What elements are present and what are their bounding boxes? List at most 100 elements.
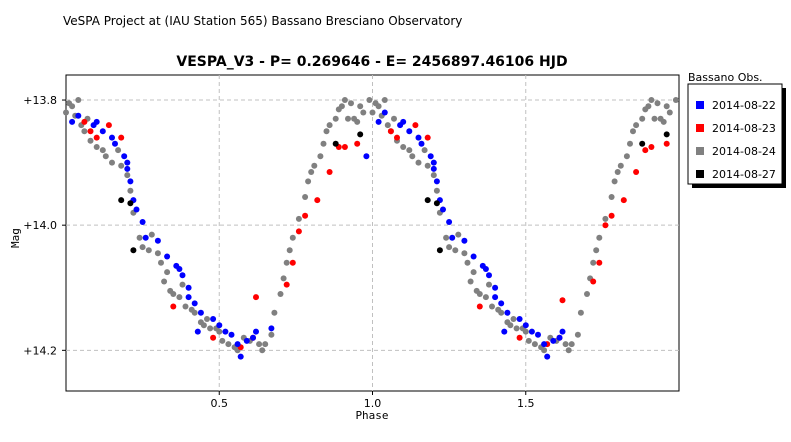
data-point	[608, 212, 615, 219]
data-point	[176, 266, 183, 272]
data-point	[115, 147, 122, 154]
data-point	[430, 159, 437, 166]
data-point	[354, 140, 361, 147]
data-point	[200, 322, 207, 329]
legend-label-2014-08-24: 2014-08-24	[712, 145, 776, 158]
data-point	[412, 122, 419, 129]
data-point	[305, 178, 312, 185]
data-point	[642, 147, 649, 154]
data-point	[295, 215, 302, 222]
data-point	[69, 118, 76, 125]
data-point	[302, 194, 309, 200]
data-point	[170, 291, 177, 297]
data-point	[504, 309, 511, 316]
data-point	[354, 118, 361, 125]
data-point	[348, 100, 354, 107]
data-point	[109, 159, 115, 166]
data-point	[574, 331, 581, 338]
data-point	[430, 172, 437, 179]
data-point	[75, 97, 82, 103]
data-point	[99, 147, 106, 154]
data-point	[596, 259, 603, 266]
data-point	[427, 153, 434, 160]
data-point	[234, 341, 241, 348]
data-point	[433, 187, 440, 194]
data-point	[81, 128, 88, 135]
data-point	[87, 128, 94, 135]
data-point	[93, 118, 100, 125]
data-point	[550, 337, 557, 344]
x-tick-label: 1.0	[364, 397, 382, 410]
data-point	[492, 284, 499, 291]
data-point	[522, 322, 529, 329]
data-point	[430, 165, 437, 172]
data-point	[648, 97, 655, 103]
data-point	[142, 234, 149, 241]
data-point	[127, 200, 134, 207]
legend: 2014-08-22 2014-08-23 2014-08-24 2014-08…	[687, 83, 786, 188]
data-point	[253, 328, 259, 335]
data-point	[663, 131, 670, 138]
data-point	[185, 284, 192, 291]
data-point	[424, 197, 431, 204]
data-point	[289, 259, 296, 266]
data-point	[387, 128, 394, 135]
data-point	[124, 159, 131, 166]
data-point	[602, 222, 609, 229]
data-point	[366, 97, 373, 103]
y-axis-label: Mag	[9, 228, 22, 248]
data-point	[663, 103, 670, 110]
data-point	[210, 316, 217, 322]
legend-swatch-2014-08-24	[696, 147, 704, 155]
legend-title: Bassano Obs.	[688, 71, 763, 84]
data-point	[436, 247, 443, 254]
data-point	[99, 128, 106, 135]
data-point	[124, 165, 131, 172]
data-point	[176, 294, 183, 301]
legend-swatch-2014-08-22	[696, 101, 704, 109]
data-point	[311, 162, 318, 169]
data-point	[672, 97, 679, 103]
data-point	[577, 309, 584, 316]
data-point	[630, 128, 636, 135]
data-point	[440, 206, 446, 213]
data-point	[633, 122, 640, 129]
data-point	[179, 272, 186, 279]
data-point	[498, 309, 505, 316]
data-point	[482, 266, 489, 272]
data-point	[492, 294, 499, 301]
data-point	[158, 259, 164, 266]
data-point	[424, 134, 431, 141]
data-point	[326, 122, 333, 129]
data-point	[406, 147, 413, 154]
y-tick-label: +14.2	[23, 344, 57, 357]
data-point	[455, 231, 462, 238]
data-point	[127, 178, 134, 185]
data-point	[660, 118, 667, 125]
data-point	[295, 228, 302, 235]
data-point	[611, 178, 618, 185]
data-point	[118, 197, 125, 204]
data-point	[593, 247, 600, 254]
data-point	[191, 300, 198, 307]
legend-box	[687, 83, 783, 185]
data-point	[384, 122, 391, 129]
data-point	[476, 303, 483, 310]
data-point	[210, 334, 217, 341]
data-point	[525, 337, 532, 344]
data-point	[476, 291, 483, 297]
data-point	[381, 97, 388, 103]
data-point	[620, 197, 627, 204]
data-point	[467, 278, 474, 285]
data-point	[381, 109, 388, 116]
data-point	[332, 115, 339, 122]
data-point	[461, 250, 468, 257]
data-point	[277, 291, 284, 297]
data-point	[118, 134, 125, 141]
data-point	[357, 131, 364, 138]
data-point	[105, 122, 112, 129]
data-point	[289, 234, 296, 241]
data-point	[63, 109, 69, 116]
series-2014-08-24	[63, 97, 679, 354]
